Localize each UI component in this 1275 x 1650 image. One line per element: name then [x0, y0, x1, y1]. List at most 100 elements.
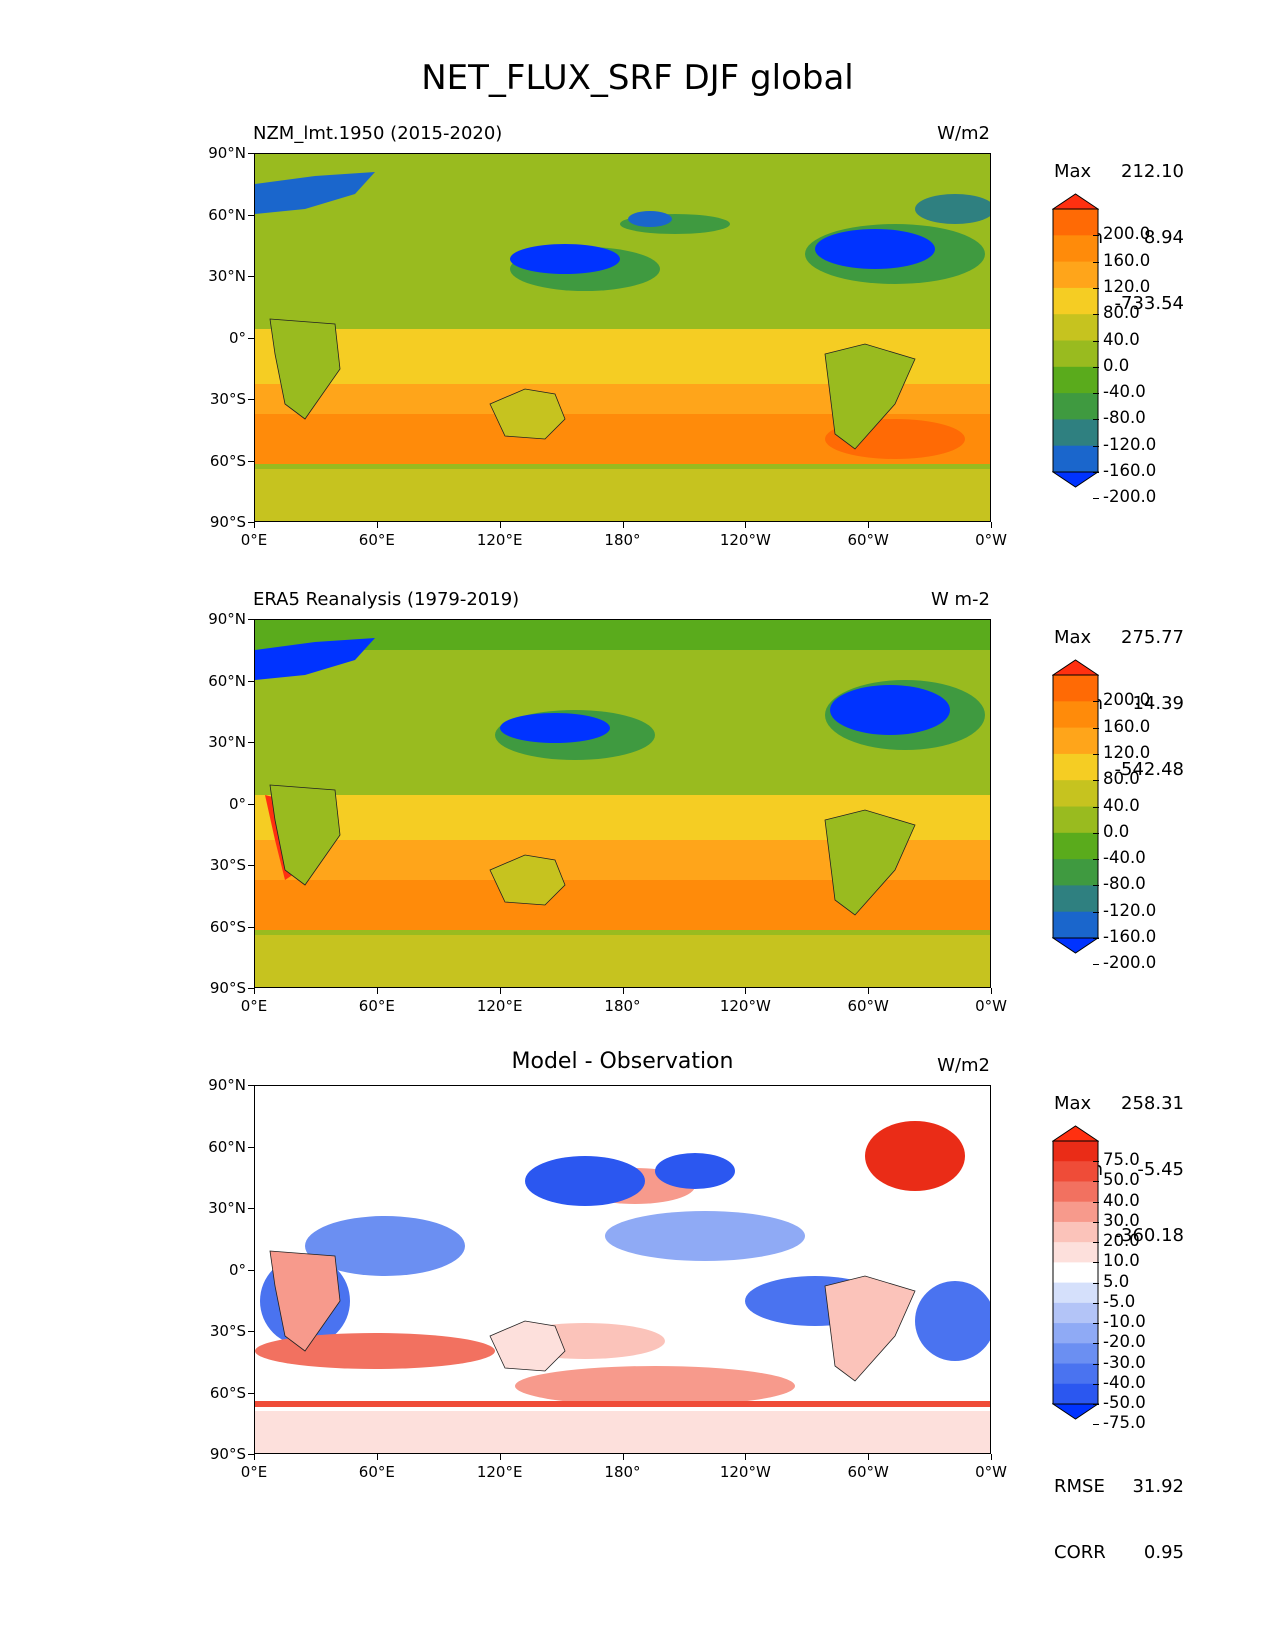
mean-value: 8.94 — [1143, 227, 1184, 248]
panel3-ytick: 60°S — [209, 1383, 246, 1402]
max-value: 275.77 — [1121, 627, 1184, 648]
panel3-colorbar: 75.0 50.0 40.0 30.0 20.0 10.0 5.0 -5.0 -10.0 -20.… — [1051, 1125, 1202, 1432]
panel2-xtick: 180° — [604, 997, 641, 1015]
colorbar-tick — [1093, 419, 1099, 421]
colorbar-tick — [1093, 498, 1099, 500]
ytick-mark — [248, 1454, 254, 1455]
panel2-xtick: 0°W — [975, 997, 1007, 1015]
corr-value: 0.95 — [1143, 1542, 1184, 1563]
xtick-mark — [254, 1454, 255, 1460]
panel1-map — [254, 153, 991, 522]
panel2-map — [254, 619, 991, 988]
colorbar-bin — [1053, 1302, 1098, 1324]
colorbar-tick — [1093, 1323, 1099, 1325]
colorbar-tick — [1093, 1404, 1099, 1405]
colorbar-tick — [1093, 859, 1099, 861]
colorbar-label: -120.0 — [1103, 900, 1157, 920]
colorbar-tick — [1093, 287, 1099, 289]
colorbar-label: 50.0 — [1103, 1170, 1140, 1190]
xtick-mark — [868, 988, 870, 994]
colorbar-bin — [1053, 1242, 1098, 1263]
panel1-ytick: 0° — [228, 328, 246, 347]
colorbar-bin — [1053, 445, 1098, 473]
panel3-ytick: 30°S — [209, 1322, 246, 1340]
xtick-mark — [991, 522, 992, 528]
min-value: -542.48 — [1114, 759, 1184, 780]
colorbar-label: 120.0 — [1103, 742, 1151, 762]
ytick-mark — [248, 619, 254, 620]
colorbar-tick — [1093, 806, 1099, 808]
xtick-mark — [499, 988, 501, 994]
colorbar-tick — [1093, 1262, 1099, 1264]
panel3-units: W/m2 — [937, 1055, 990, 1076]
panel1-colorbar: 200.0 160.0 120.0 80.0 40.0 0.0 -40.0 -80.0 -120… — [1051, 193, 1202, 506]
max-label: Max — [1054, 1093, 1092, 1114]
rmse-value: 31.92 — [1132, 1476, 1184, 1497]
colorbar-tick — [1093, 964, 1099, 966]
colorbar-label: -160.0 — [1103, 927, 1157, 946]
xtick-mark — [376, 1454, 378, 1460]
colorbar-bin — [1053, 287, 1098, 315]
colorbar-bin — [1053, 1141, 1098, 1162]
panel2-ytick: 30°S — [209, 856, 246, 874]
colorbar-tick — [1093, 1302, 1099, 1304]
panel1-ytick: 60°N — [208, 205, 246, 224]
panel1-xtick: 0°W — [975, 531, 1007, 549]
colorbar-label: 160.0 — [1103, 716, 1151, 736]
ytick-mark — [248, 988, 254, 989]
colorbar-label: -160.0 — [1103, 461, 1157, 480]
colorbar-label: 40.0 — [1103, 1190, 1140, 1210]
xtick-mark — [622, 522, 624, 528]
colorbar-bin — [1053, 1181, 1098, 1203]
colorbar-label: -20.0 — [1103, 1332, 1146, 1352]
panel1-ytick: 30°N — [208, 267, 246, 285]
ytick-mark — [248, 460, 254, 462]
colorbar-extend-min — [1051, 1403, 1100, 1420]
colorbar-label: -40.0 — [1103, 1372, 1146, 1392]
colorbar-tick — [1093, 1221, 1099, 1223]
corr-label: CORR — [1054, 1542, 1106, 1563]
xtick-mark — [254, 988, 255, 994]
panel3-xtick: 0°E — [240, 1463, 268, 1481]
xtick-mark — [868, 522, 870, 528]
panel1-xtick: 60°E — [358, 531, 395, 549]
colorbar-bin — [1053, 780, 1098, 807]
panel2-xtick: 60°W — [847, 997, 889, 1015]
ytick-mark — [248, 153, 254, 154]
colorbar-label: 120.0 — [1103, 276, 1151, 296]
ytick-mark — [248, 1085, 254, 1086]
colorbar-tick — [1093, 727, 1099, 729]
colorbar-tick — [1093, 445, 1099, 447]
colorbar-label: 40.0 — [1103, 329, 1140, 349]
colorbar-tick — [1093, 832, 1099, 834]
colorbar-bin — [1053, 235, 1098, 263]
panel2-ytick: 30°N — [208, 733, 246, 751]
colorbar-label: -40.0 — [1103, 382, 1146, 402]
panel1-ytick: 90°N — [208, 144, 246, 162]
ytick-mark — [248, 1146, 254, 1148]
panel2-title: ERA5 Reanalysis (1979-2019) — [253, 589, 520, 610]
colorbar-tick — [1093, 1161, 1099, 1163]
xtick-mark — [622, 1454, 624, 1460]
ytick-mark — [248, 1331, 254, 1332]
colorbar-label: 20.0 — [1103, 1231, 1140, 1251]
panel1-title: NZM_lmt.1950 (2015-2020) — [253, 123, 503, 144]
xtick-mark — [745, 1454, 747, 1460]
colorbar-bin — [1053, 1323, 1098, 1344]
ytick-mark — [248, 214, 254, 216]
xtick-mark — [868, 1454, 870, 1460]
colorbar-graphic — [1051, 1125, 1100, 1420]
panel2-xtick: 60°E — [358, 997, 395, 1015]
xtick-mark — [499, 522, 501, 528]
colorbar-label: 0.0 — [1103, 821, 1130, 841]
colorbar-bin — [1053, 885, 1098, 913]
colorbar-label: 80.0 — [1103, 769, 1140, 789]
panel3-xtick: 60°W — [847, 1463, 889, 1481]
xtick-mark — [622, 988, 624, 994]
colorbar-bin — [1053, 727, 1098, 755]
panel1-ytick: 30°S — [209, 390, 246, 408]
ytick-mark — [248, 803, 254, 805]
colorbar-bin — [1053, 366, 1098, 394]
min-value: -733.54 — [1114, 293, 1184, 314]
colorbar-bin — [1053, 1282, 1098, 1304]
